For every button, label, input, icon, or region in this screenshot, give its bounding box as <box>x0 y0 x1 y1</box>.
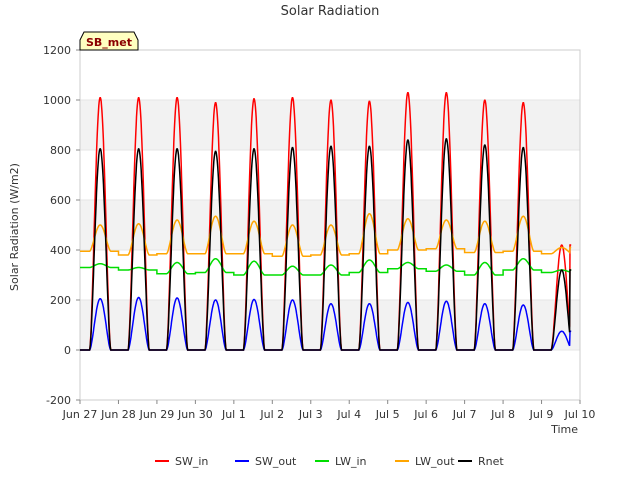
grid-band <box>80 300 580 350</box>
y-tick-label: 400 <box>50 244 71 257</box>
y-tick-label: 800 <box>50 144 71 157</box>
x-tick-label: Jul 3 <box>298 408 323 421</box>
y-axis: -200 0 200 400 600 800 1000 1200 <box>43 44 80 407</box>
series-lines <box>80 91 572 351</box>
y-tick-label: 1000 <box>43 94 71 107</box>
y-tick-label: 600 <box>50 194 71 207</box>
x-tick-label: Jun 29 <box>139 408 175 421</box>
series-line-rnet <box>80 138 572 351</box>
site-label: SB_met <box>86 36 132 49</box>
x-tick-label: Jul 10 <box>564 408 596 421</box>
series-line-lw-in <box>80 258 572 276</box>
x-tick-label: Jul 4 <box>336 408 361 421</box>
x-tick-label: Jul 5 <box>375 408 400 421</box>
x-tick-label: Jun 30 <box>177 408 213 421</box>
x-tick-label: Jul 9 <box>529 408 554 421</box>
x-axis-label: Time <box>550 423 578 436</box>
legend: SW_in SW_out LW_in LW_out Rnet <box>155 455 504 468</box>
y-tick-label: -200 <box>46 394 71 407</box>
x-tick-label: Jul 2 <box>259 408 284 421</box>
y-axis-label: Solar Radiation (W/m2) <box>8 163 21 291</box>
legend-label-lw-in: LW_in <box>335 455 367 468</box>
legend-label-sw-out: SW_out <box>255 455 297 468</box>
x-tick-label: Jul 8 <box>490 408 515 421</box>
x-axis: Jun 27 Jun 28 Jun 29 Jun 30 Jul 1 Jul 2 Jul 3 J… <box>62 400 596 421</box>
x-tick-label: Jun 27 <box>62 408 98 421</box>
y-tick-label: 1200 <box>43 44 71 57</box>
y-tick-label: 0 <box>64 344 71 357</box>
x-tick-label: Jul 6 <box>413 408 438 421</box>
legend-label-lw-out: LW_out <box>415 455 455 468</box>
x-tick-label: Jun 28 <box>100 408 136 421</box>
site-label-box: SB_met <box>79 31 139 51</box>
y-tick-label: 200 <box>50 294 71 307</box>
chart-title: Solar Radiation <box>281 4 380 19</box>
x-tick-label: Jul 1 <box>221 408 246 421</box>
x-tick-label: Jul 7 <box>452 408 477 421</box>
plot-frame <box>79 49 581 401</box>
legend-label-sw-in: SW_in <box>175 455 208 468</box>
legend-label-rnet: Rnet <box>478 455 504 468</box>
